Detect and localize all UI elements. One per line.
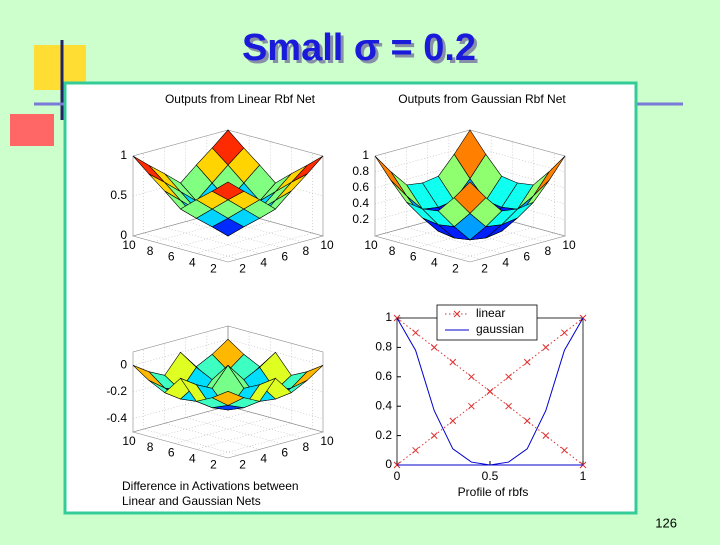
surface-patch bbox=[453, 181, 487, 214]
y-tick-label: 6 bbox=[168, 250, 175, 264]
x-tick-label: 4 bbox=[260, 452, 267, 466]
y-tick-label: 6 bbox=[168, 446, 175, 460]
z-tick-label: -0.2 bbox=[106, 384, 127, 398]
x-tick-label: 4 bbox=[260, 256, 267, 270]
marker bbox=[412, 446, 419, 454]
y-tick-label: 10 bbox=[122, 238, 136, 252]
z-tick-label: 1 bbox=[362, 148, 369, 162]
y-tick-label: 10 bbox=[364, 238, 378, 252]
marker bbox=[430, 344, 438, 351]
y-tick-label: 0.4 bbox=[375, 398, 392, 412]
z-tick-label: 0 bbox=[120, 228, 127, 242]
z-tick-label: 0 bbox=[120, 358, 127, 372]
x-tick-label: 8 bbox=[303, 244, 310, 258]
marker bbox=[486, 388, 494, 395]
y-tick-label: 6 bbox=[410, 250, 417, 264]
y-tick-label: 1 bbox=[385, 310, 392, 324]
x-tick-label: 8 bbox=[303, 440, 310, 454]
legend-marker bbox=[453, 310, 461, 318]
legend bbox=[436, 304, 538, 341]
legend-label: linear bbox=[476, 306, 505, 320]
page-number: 126 bbox=[655, 515, 677, 530]
marker bbox=[430, 432, 438, 439]
x-tick-label: 1 bbox=[580, 469, 587, 483]
y-tick-label: 0 bbox=[385, 457, 392, 471]
x-tick-label: 10 bbox=[320, 434, 334, 448]
chart-title: Outputs from Linear Rbf Net bbox=[165, 92, 316, 106]
y-tick-label: 4 bbox=[189, 256, 196, 270]
x-tick-label: 6 bbox=[523, 250, 530, 264]
y-tick-label: 8 bbox=[147, 244, 154, 258]
marker bbox=[523, 358, 531, 366]
chart-title: Linear and Gaussian Nets bbox=[122, 494, 261, 508]
slide-title: Small σ = 0.2 bbox=[242, 27, 476, 69]
z-tick-label: 0.8 bbox=[352, 164, 369, 178]
marker bbox=[542, 432, 550, 439]
z-tick-label: -0.4 bbox=[106, 411, 127, 425]
slide-title-shadow: Small σ = 0.2 bbox=[245, 30, 479, 72]
surface-patch bbox=[211, 181, 245, 201]
chart-title: Outputs from Gaussian Rbf Net bbox=[398, 92, 566, 106]
x-tick-label: 0 bbox=[394, 469, 401, 483]
marker bbox=[412, 329, 419, 337]
marker bbox=[449, 417, 457, 425]
x-tick-label: 2 bbox=[239, 457, 246, 471]
marker bbox=[561, 329, 568, 337]
deco-square bbox=[10, 114, 54, 146]
y-tick-label: 4 bbox=[189, 452, 196, 466]
marker bbox=[505, 373, 512, 381]
y-tick-label: 10 bbox=[122, 434, 136, 448]
y-tick-label: 0.6 bbox=[375, 369, 392, 383]
marker bbox=[523, 417, 531, 425]
marker bbox=[449, 358, 457, 366]
x-tick-label: 8 bbox=[545, 244, 552, 258]
y-tick-label: 2 bbox=[210, 457, 217, 471]
y-tick-label: 8 bbox=[389, 244, 396, 258]
y-tick-label: 4 bbox=[431, 256, 438, 270]
z-tick-label: 0.5 bbox=[110, 188, 127, 202]
x-tick-label: 10 bbox=[562, 238, 576, 252]
y-tick-label: 2 bbox=[210, 261, 217, 275]
x-tick-label: 2 bbox=[481, 261, 488, 275]
x-tick-label: 4 bbox=[502, 256, 509, 270]
x-tick-label: 2 bbox=[239, 261, 246, 275]
marker bbox=[561, 446, 568, 454]
x-tick-label: 0.5 bbox=[482, 469, 499, 483]
x-axis-label: Profile of rbfs bbox=[458, 485, 529, 499]
x-tick-label: 6 bbox=[281, 250, 288, 264]
y-tick-label: 2 bbox=[452, 261, 459, 275]
y-tick-label: 8 bbox=[147, 440, 154, 454]
marker bbox=[468, 373, 475, 381]
x-tick-label: 6 bbox=[281, 446, 288, 460]
marker bbox=[468, 402, 475, 410]
y-tick-label: 0.2 bbox=[375, 428, 392, 442]
marker bbox=[505, 402, 512, 410]
x-tick-label: 10 bbox=[320, 238, 334, 252]
z-tick-label: 1 bbox=[120, 148, 127, 162]
chart-title: Difference in Activations between bbox=[122, 479, 299, 493]
z-tick-label: 0.2 bbox=[352, 212, 369, 226]
legend-label: gaussian bbox=[476, 322, 524, 336]
series-line bbox=[397, 317, 584, 466]
z-tick-label: 0.6 bbox=[352, 180, 369, 194]
y-tick-label: 0.8 bbox=[375, 340, 392, 354]
marker bbox=[542, 344, 550, 351]
z-tick-label: 0.4 bbox=[352, 196, 369, 210]
surface-patch bbox=[211, 391, 245, 406]
